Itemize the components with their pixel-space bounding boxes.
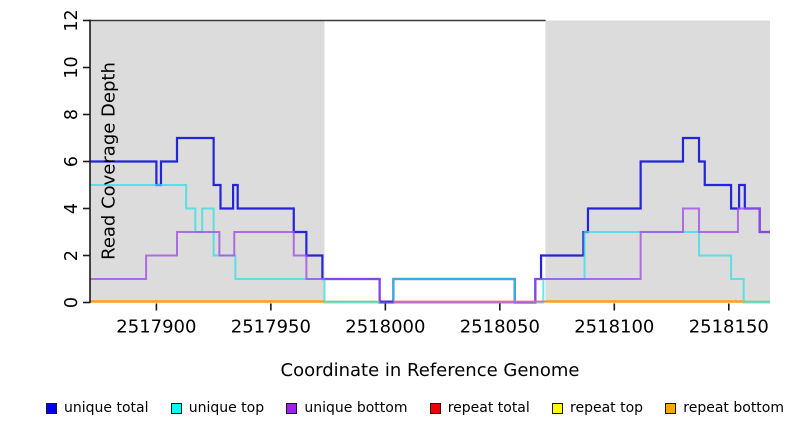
legend-item-repeat-top: repeat top: [552, 400, 643, 416]
unique-total-swatch-icon: [46, 402, 57, 414]
x-tick-label: 2518000: [345, 317, 425, 338]
y-tick-label: 0: [62, 297, 82, 308]
legend-label: unique top: [188, 400, 265, 416]
x-tick-label: 2518100: [574, 317, 654, 338]
legend-item-repeat-bottom: repeat bottom: [665, 400, 784, 416]
y-tick-label: 10: [62, 56, 82, 78]
legend-label: repeat total: [447, 400, 530, 416]
x-axis-title: Coordinate in Reference Genome: [280, 360, 580, 381]
y-tick-label: 6: [62, 156, 82, 167]
y-axis-title: Read Coverage Depth: [98, 62, 120, 260]
repeat-top-swatch-icon: [552, 402, 564, 414]
x-tick-label: 2518050: [460, 317, 540, 338]
legend: unique total unique top unique bottom repea…: [46, 400, 784, 416]
legend-item-unique-top: unique top: [170, 400, 265, 416]
legend-label: repeat bottom: [683, 400, 784, 416]
repeat-bottom-swatch-icon: [665, 402, 677, 414]
legend-label: unique bottom: [304, 400, 408, 416]
x-tick-label: 2517950: [231, 317, 311, 338]
legend-item-unique-bottom: unique bottom: [286, 400, 407, 416]
legend-item-repeat-total: repeat total: [429, 400, 530, 416]
y-tick-label: 12: [62, 9, 82, 31]
y-tick-label: 4: [62, 203, 82, 214]
legend-item-unique-total: unique total: [46, 400, 148, 416]
repeat-total-swatch-icon: [429, 402, 441, 414]
y-tick-label: 8: [62, 109, 82, 120]
y-tick-label: 2: [62, 250, 82, 261]
unique-top-swatch-icon: [170, 402, 182, 414]
x-tick-label: 2518150: [689, 317, 769, 338]
x-tick-label: 2517900: [116, 317, 196, 338]
legend-label: unique total: [64, 400, 149, 416]
series-unique-bottom: [90, 207, 770, 304]
unique-bottom-swatch-icon: [286, 402, 298, 414]
legend-label: repeat top: [570, 400, 644, 416]
